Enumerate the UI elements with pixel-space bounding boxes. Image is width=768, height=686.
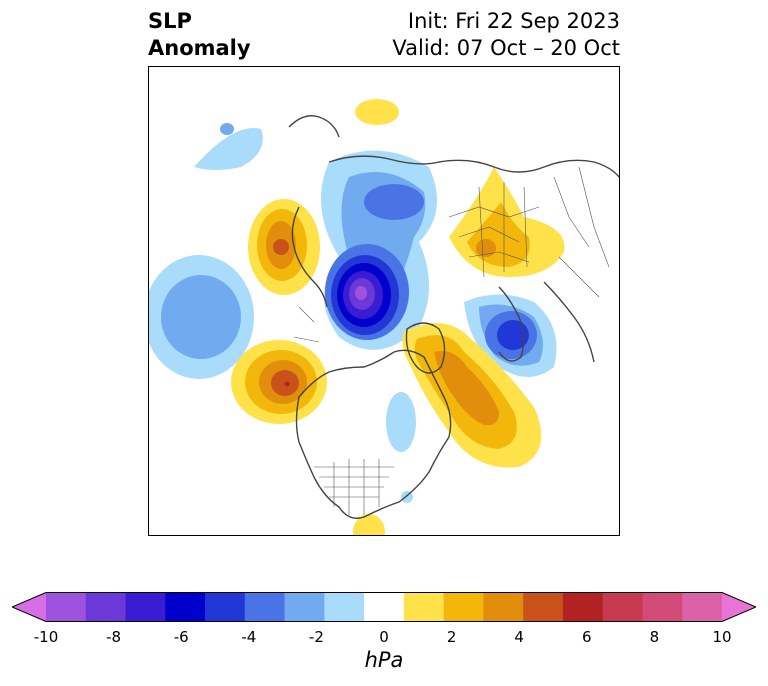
- small-high-south: [353, 514, 385, 535]
- colorbar-segment: [165, 592, 206, 622]
- colorbar-segment: [483, 592, 524, 622]
- small-high-north: [355, 99, 399, 125]
- colorbar-tick-label: 2: [446, 628, 457, 646]
- valid-period: Valid: 07 Oct – 20 Oct: [392, 36, 620, 60]
- colorbar-segment: [125, 592, 166, 622]
- colorbar-tick-label: 4: [514, 628, 524, 646]
- colorbar-segment: [46, 592, 87, 622]
- colorbar-tick-label: -6: [173, 628, 189, 646]
- colorbar-outline: [12, 592, 756, 622]
- title-variable-line2: Anomaly: [148, 36, 251, 60]
- political-borders: [293, 166, 610, 515]
- colorbar-tick-label: 0: [379, 628, 389, 646]
- siberia-high: [449, 167, 565, 277]
- colorbar-segment: [284, 592, 325, 622]
- map-title: SLP Anomaly: [148, 8, 251, 62]
- colorbar-tick-label: 6: [582, 628, 592, 646]
- colorbar-tick-label: -10: [33, 628, 59, 646]
- hudson-low: [386, 392, 416, 452]
- colorbar-segment: [562, 592, 604, 622]
- colorbar-segment: [205, 592, 246, 622]
- colorbar: [12, 592, 756, 622]
- map-dates: Init: Fri 22 Sep 2023 Valid: 07 Oct – 20…: [392, 8, 620, 62]
- colorbar-segment: [523, 592, 564, 622]
- colorbar-segment: [443, 592, 484, 622]
- arctic-low: [321, 150, 437, 350]
- colorbar-segment: [682, 592, 723, 622]
- init-date: Init: Fri 22 Sep 2023: [407, 9, 620, 33]
- colorbar-tick-label: 8: [649, 628, 660, 646]
- colorbar-segment: [364, 592, 405, 622]
- map-panel: [148, 66, 620, 536]
- colorbar-segment: [403, 592, 445, 622]
- colorbar-segments: [12, 592, 756, 622]
- colorbar-segment: [85, 592, 127, 622]
- colorbar-tick-label: -4: [241, 628, 257, 646]
- colorbar-segment: [324, 592, 365, 622]
- colorbar-tick-label: 10: [712, 628, 732, 646]
- colorbar-units: hPa: [364, 648, 404, 672]
- coastlines: [288, 115, 619, 519]
- slp-anomaly-map: [149, 99, 619, 535]
- title-variable-line1: SLP: [148, 9, 192, 33]
- colorbar-tick-label: -8: [106, 628, 122, 646]
- colorbar-extend-max: [722, 592, 756, 622]
- colorbar-segment: [642, 592, 683, 622]
- northwest-atlantic-high: [402, 323, 542, 468]
- colorbar-segment: [244, 592, 286, 622]
- northeast-pacific-high: [248, 199, 320, 295]
- colorbar-segment: [602, 592, 643, 622]
- north-pacific-low: [194, 123, 263, 170]
- east-pacific-high: [231, 340, 327, 424]
- colorbar-extend-min: [12, 592, 46, 622]
- colorbar-tick-label: -2: [308, 628, 324, 646]
- west-pacific-low: [149, 255, 254, 379]
